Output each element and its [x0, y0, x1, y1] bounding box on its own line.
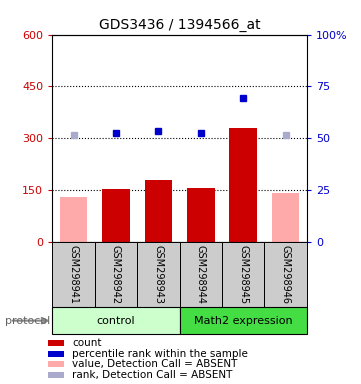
Text: percentile rank within the sample: percentile rank within the sample: [72, 349, 248, 359]
Bar: [230, 128, 257, 242]
Bar: [222, 242, 264, 307]
Bar: [272, 193, 299, 242]
Text: control: control: [97, 316, 135, 326]
Bar: [179, 307, 307, 334]
Bar: [137, 242, 179, 307]
Bar: [95, 242, 137, 307]
Text: GSM298942: GSM298942: [111, 245, 121, 304]
Bar: [52, 307, 179, 334]
Text: GSM298946: GSM298946: [280, 245, 291, 304]
Bar: [145, 180, 172, 242]
Text: rank, Detection Call = ABSENT: rank, Detection Call = ABSENT: [72, 370, 232, 380]
Bar: [179, 242, 222, 307]
Bar: [102, 189, 130, 242]
Text: GSM298944: GSM298944: [196, 245, 206, 304]
Text: GSM298945: GSM298945: [238, 245, 248, 304]
Text: GSM298943: GSM298943: [153, 245, 164, 304]
Bar: [48, 361, 64, 367]
Bar: [264, 242, 307, 307]
Bar: [52, 242, 95, 307]
Bar: [48, 340, 64, 346]
Bar: [60, 197, 87, 242]
Bar: [187, 188, 214, 242]
Bar: [48, 372, 64, 378]
Text: GSM298941: GSM298941: [69, 245, 79, 304]
Text: Math2 expression: Math2 expression: [194, 316, 292, 326]
Text: count: count: [72, 338, 101, 348]
Bar: [48, 351, 64, 357]
Text: value, Detection Call = ABSENT: value, Detection Call = ABSENT: [72, 359, 238, 369]
Text: protocol: protocol: [5, 316, 51, 326]
Title: GDS3436 / 1394566_at: GDS3436 / 1394566_at: [99, 18, 260, 32]
